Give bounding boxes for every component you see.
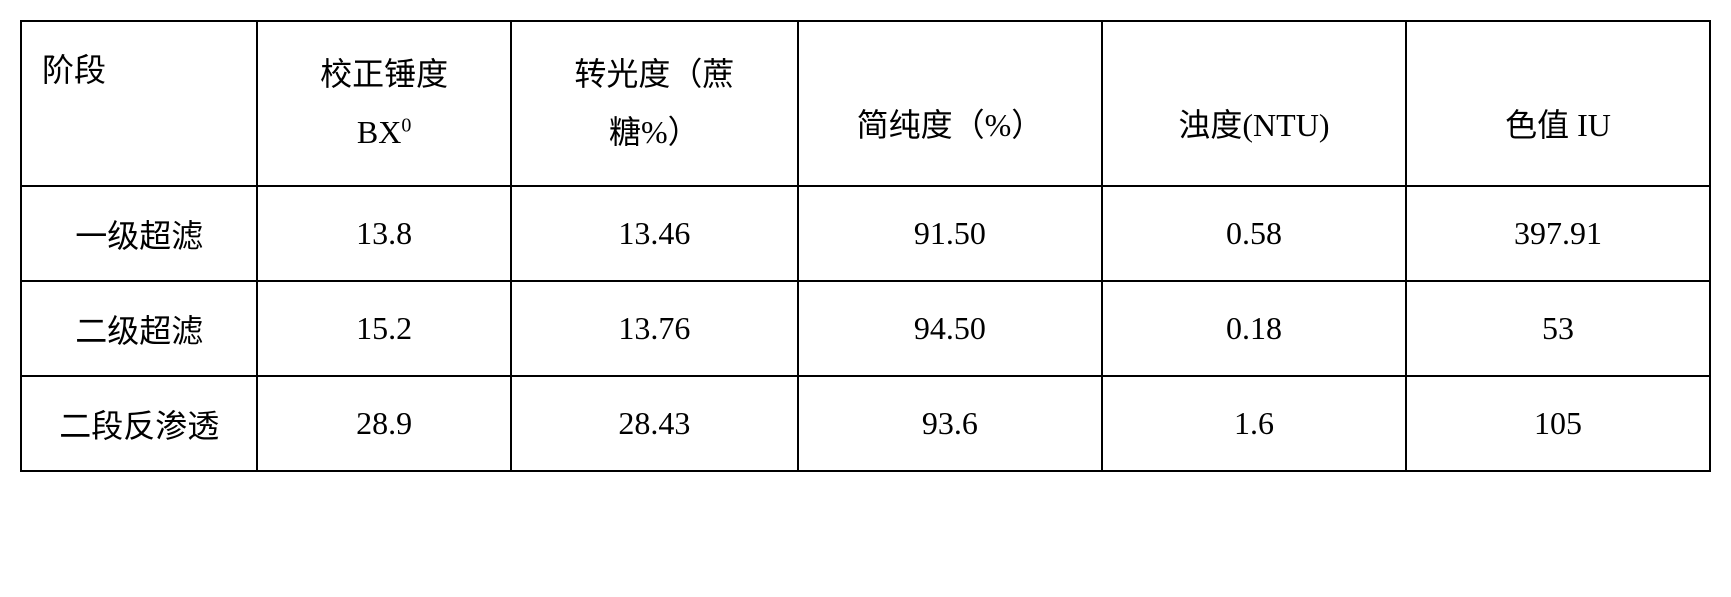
header-color: 色值 IU xyxy=(1406,21,1710,186)
header-row: 阶段 校正锤度 BX0 转光度（蔗 糖%） 简纯度（%） 浊度(NTU) 色值 xyxy=(21,21,1710,186)
header-stage-label: 阶段 xyxy=(42,52,106,88)
cell-bx: 28.9 xyxy=(257,376,510,471)
header-rotation-line2: 糖%） xyxy=(609,114,700,150)
table-row: 二段反渗透 28.9 28.43 93.6 1.6 105 xyxy=(21,376,1710,471)
cell-purity: 94.50 xyxy=(798,281,1102,376)
table-body: 一级超滤 13.8 13.46 91.50 0.58 397.91 二级超滤 1… xyxy=(21,186,1710,471)
table-header: 阶段 校正锤度 BX0 转光度（蔗 糖%） 简纯度（%） 浊度(NTU) 色值 xyxy=(21,21,1710,186)
cell-rotation: 13.76 xyxy=(511,281,798,376)
header-bx-line2: BX xyxy=(357,114,401,150)
cell-purity: 93.6 xyxy=(798,376,1102,471)
cell-turbidity: 0.18 xyxy=(1102,281,1406,376)
header-stage: 阶段 xyxy=(21,21,257,186)
cell-rotation: 13.46 xyxy=(511,186,798,281)
cell-bx: 15.2 xyxy=(257,281,510,376)
cell-turbidity: 1.6 xyxy=(1102,376,1406,471)
table-container: 阶段 校正锤度 BX0 转光度（蔗 糖%） 简纯度（%） 浊度(NTU) 色值 xyxy=(20,20,1711,472)
header-purity: 简纯度（%） xyxy=(798,21,1102,186)
cell-rotation: 28.43 xyxy=(511,376,798,471)
cell-color: 105 xyxy=(1406,376,1710,471)
cell-turbidity: 0.58 xyxy=(1102,186,1406,281)
table-row: 二级超滤 15.2 13.76 94.50 0.18 53 xyxy=(21,281,1710,376)
cell-bx: 13.8 xyxy=(257,186,510,281)
cell-color: 53 xyxy=(1406,281,1710,376)
cell-stage: 二段反渗透 xyxy=(21,376,257,471)
header-purity-label: 简纯度（%） xyxy=(857,107,1044,143)
cell-stage: 一级超滤 xyxy=(21,186,257,281)
header-turbidity-label: 浊度(NTU) xyxy=(1178,107,1329,143)
header-turbidity: 浊度(NTU) xyxy=(1102,21,1406,186)
cell-stage: 二级超滤 xyxy=(21,281,257,376)
header-bx-superscript: 0 xyxy=(401,114,411,136)
cell-purity: 91.50 xyxy=(798,186,1102,281)
header-bx-line1: 校正锤度 xyxy=(320,56,448,92)
header-bx: 校正锤度 BX0 xyxy=(257,21,510,186)
header-rotation-line1: 转光度（蔗 xyxy=(574,56,734,92)
header-color-label: 色值 IU xyxy=(1505,107,1611,143)
cell-color: 397.91 xyxy=(1406,186,1710,281)
data-table: 阶段 校正锤度 BX0 转光度（蔗 糖%） 简纯度（%） 浊度(NTU) 色值 xyxy=(20,20,1711,472)
header-rotation: 转光度（蔗 糖%） xyxy=(511,21,798,186)
table-row: 一级超滤 13.8 13.46 91.50 0.58 397.91 xyxy=(21,186,1710,281)
